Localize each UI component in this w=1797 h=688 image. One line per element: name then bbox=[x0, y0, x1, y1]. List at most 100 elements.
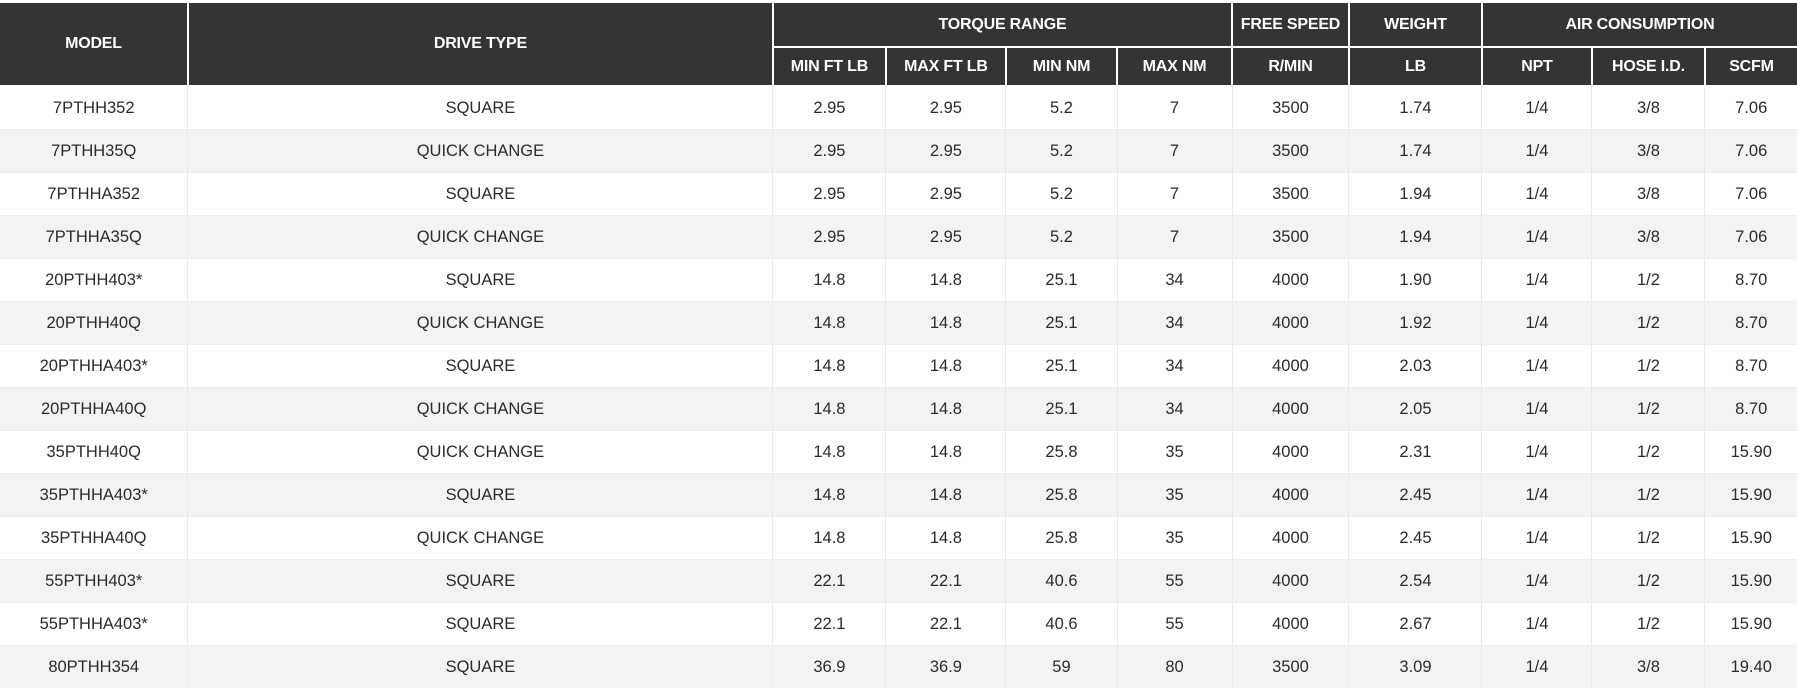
table-cell: 15.90 bbox=[1704, 516, 1797, 560]
table-cell: 2.95 bbox=[885, 85, 1007, 130]
table-cell: SQUARE bbox=[187, 645, 774, 688]
col-header-r-min: R/MIN bbox=[1231, 46, 1350, 87]
table-cell: 5.2 bbox=[1005, 85, 1118, 130]
table-cell: 1/4 bbox=[1481, 172, 1593, 216]
table-row: 80PTHH354 SQUARE 36.9 36.9 59 80 3500 3.09 1/4 3/… bbox=[0, 645, 1797, 688]
table-cell: 34 bbox=[1116, 301, 1233, 345]
table-cell: 4000 bbox=[1231, 473, 1350, 517]
table-cell: 4000 bbox=[1231, 344, 1350, 388]
table-cell: 1/4 bbox=[1481, 301, 1593, 345]
table-row: 35PTHH40Q QUICK CHANGE 14.8 14.8 25.8 35 4000 2… bbox=[0, 430, 1797, 474]
table-cell: 14.8 bbox=[772, 301, 887, 345]
table-cell: 2.03 bbox=[1348, 344, 1483, 388]
table-cell: 1/4 bbox=[1481, 129, 1593, 173]
table-cell: 14.8 bbox=[885, 387, 1007, 431]
table-cell: SQUARE bbox=[187, 85, 774, 130]
table-cell: 22.1 bbox=[885, 602, 1007, 646]
col-header-npt: NPT bbox=[1480, 46, 1593, 87]
table-cell: 7.06 bbox=[1704, 215, 1797, 259]
col-header-max-ft-lb: MAX FT LB bbox=[884, 46, 1007, 87]
table-cell: 1/2 bbox=[1591, 602, 1706, 646]
table-cell: 4000 bbox=[1231, 301, 1350, 345]
model-cell: 35PTHHA40Q bbox=[0, 516, 189, 560]
table-cell: 1/4 bbox=[1481, 473, 1593, 517]
table-cell: 36.9 bbox=[885, 645, 1007, 688]
table-cell: 7.06 bbox=[1704, 172, 1797, 216]
table-cell: 14.8 bbox=[772, 516, 887, 560]
table-row: 20PTHH40Q QUICK CHANGE 14.8 14.8 25.1 34 4000 1… bbox=[0, 301, 1797, 345]
table-cell: 14.8 bbox=[885, 473, 1007, 517]
table-cell: 15.90 bbox=[1704, 430, 1797, 474]
table-cell: 35 bbox=[1116, 430, 1233, 474]
table-cell: 1/4 bbox=[1481, 559, 1593, 603]
table-cell: QUICK CHANGE bbox=[187, 129, 774, 173]
table-cell: 4000 bbox=[1231, 602, 1350, 646]
group-header-air-consumption: AIR CONSUMPTION bbox=[1480, 3, 1797, 48]
table-cell: 3500 bbox=[1231, 215, 1350, 259]
table-cell: 2.95 bbox=[772, 129, 887, 173]
table-cell: 25.8 bbox=[1005, 473, 1118, 517]
col-header-hose-id: HOSE I.D. bbox=[1590, 46, 1706, 87]
table-cell: 7 bbox=[1116, 215, 1233, 259]
table-cell: 14.8 bbox=[772, 387, 887, 431]
model-cell: 7PTHHA35Q bbox=[0, 215, 189, 259]
table-cell: QUICK CHANGE bbox=[187, 430, 774, 474]
table-row: 7PTHH35Q QUICK CHANGE 2.95 2.95 5.2 7 3500 1.74… bbox=[0, 129, 1797, 173]
table-cell: SQUARE bbox=[187, 344, 774, 388]
model-cell: 7PTHH352 bbox=[0, 85, 189, 130]
table-cell: 1.94 bbox=[1348, 172, 1483, 216]
table-cell: 1/4 bbox=[1481, 645, 1593, 688]
table-cell: 1.74 bbox=[1348, 85, 1483, 130]
table-cell: 2.95 bbox=[885, 129, 1007, 173]
table-cell: 35 bbox=[1116, 473, 1233, 517]
table-cell: 1/4 bbox=[1481, 430, 1593, 474]
table-row: 7PTHHA35Q QUICK CHANGE 2.95 2.95 5.2 7 3500 1.9… bbox=[0, 215, 1797, 259]
table-cell: 2.05 bbox=[1348, 387, 1483, 431]
table-cell: 2.95 bbox=[885, 172, 1007, 216]
table-cell: 1/4 bbox=[1481, 85, 1593, 130]
col-header-min-ft-lb: MIN FT LB bbox=[772, 46, 887, 87]
table-cell: 80 bbox=[1116, 645, 1233, 688]
table-cell: 4000 bbox=[1231, 516, 1350, 560]
table-row: 35PTHHA40Q QUICK CHANGE 14.8 14.8 25.8 35 4000… bbox=[0, 516, 1797, 560]
table-cell: 5.2 bbox=[1005, 215, 1118, 259]
table-cell: 1/2 bbox=[1591, 387, 1706, 431]
table-cell: 4000 bbox=[1231, 559, 1350, 603]
model-cell: 55PTHH403* bbox=[0, 559, 189, 603]
table-row: 20PTHH403* SQUARE 14.8 14.8 25.1 34 4000 1.90 1/… bbox=[0, 258, 1797, 302]
table-cell: 1/4 bbox=[1481, 344, 1593, 388]
col-header-drive-type: DRIVE TYPE bbox=[186, 3, 774, 87]
table-cell: 22.1 bbox=[772, 559, 887, 603]
table-cell: SQUARE bbox=[187, 559, 774, 603]
table-cell: 14.8 bbox=[772, 258, 887, 302]
model-cell: 7PTHH35Q bbox=[0, 129, 189, 173]
table-cell: 14.8 bbox=[772, 473, 887, 517]
table-cell: 1/4 bbox=[1481, 387, 1593, 431]
table-cell: 1/2 bbox=[1591, 258, 1706, 302]
table-cell: 59 bbox=[1005, 645, 1118, 688]
table-cell: 1/4 bbox=[1481, 215, 1593, 259]
table-cell: QUICK CHANGE bbox=[187, 387, 774, 431]
table-cell: 1/2 bbox=[1591, 473, 1706, 517]
table-cell: 5.2 bbox=[1005, 129, 1118, 173]
table-cell: 25.8 bbox=[1005, 516, 1118, 560]
table-cell: 2.45 bbox=[1348, 516, 1483, 560]
table-cell: 25.1 bbox=[1005, 387, 1118, 431]
table-cell: 2.95 bbox=[772, 215, 887, 259]
table-cell: 2.95 bbox=[772, 85, 887, 130]
table-cell: QUICK CHANGE bbox=[187, 215, 774, 259]
table-cell: 14.8 bbox=[885, 301, 1007, 345]
table-cell: 34 bbox=[1116, 387, 1233, 431]
table-cell: SQUARE bbox=[187, 602, 774, 646]
table-cell: 8.70 bbox=[1704, 387, 1797, 431]
table-cell: 4000 bbox=[1231, 258, 1350, 302]
table-cell: 14.8 bbox=[772, 430, 887, 474]
table-cell: 55 bbox=[1116, 559, 1233, 603]
table-cell: 2.95 bbox=[772, 172, 887, 216]
table-cell: 1/2 bbox=[1591, 301, 1706, 345]
group-header-torque-range: TORQUE RANGE bbox=[771, 3, 1234, 48]
model-cell: 20PTHHA403* bbox=[0, 344, 189, 388]
table-cell: SQUARE bbox=[187, 258, 774, 302]
table-cell: 3500 bbox=[1231, 645, 1350, 688]
table-cell: 2.67 bbox=[1348, 602, 1483, 646]
